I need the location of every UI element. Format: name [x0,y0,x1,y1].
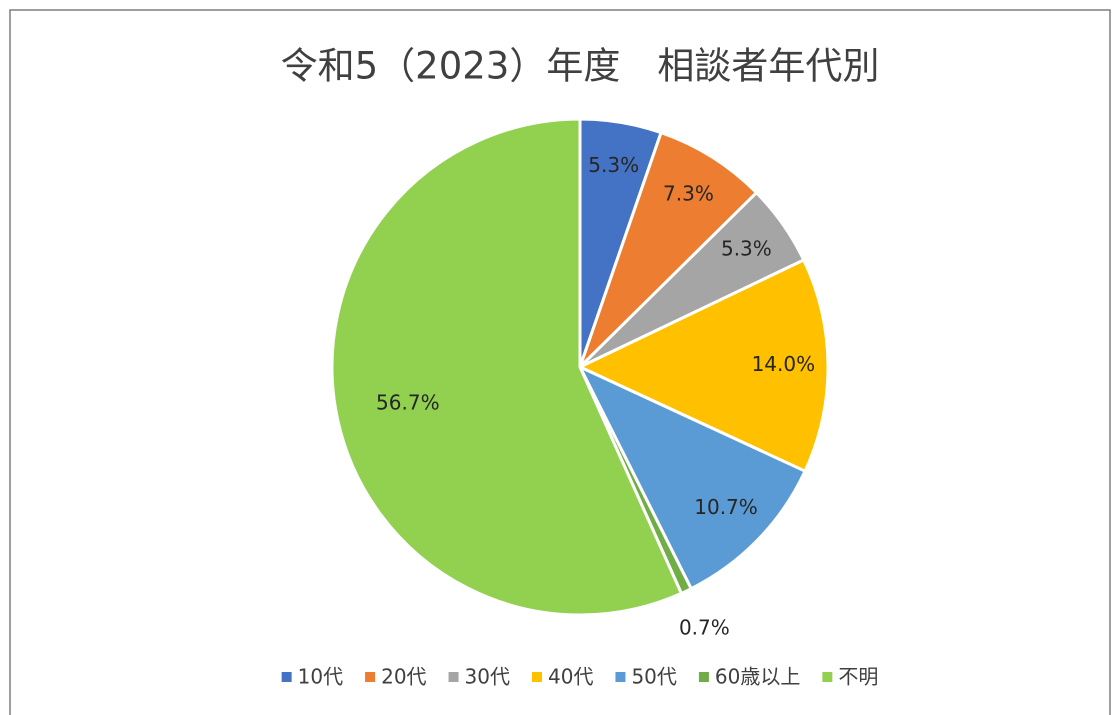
pie-slice [578,130,759,369]
data-label: 0.7% [679,616,730,640]
legend-swatch [822,672,833,682]
data-label: 5.3% [588,153,639,177]
data-label: 14.0% [752,352,816,376]
legend-label: 40代 [548,665,593,689]
data-label: 56.7% [376,390,440,414]
chart-title: 令和5（2023）年度 相談者年代別 [281,45,880,88]
legend-swatch [365,672,376,682]
legend-label: 10代 [298,665,343,689]
legend-swatch [448,672,459,682]
legend-swatch [532,672,542,682]
data-label: 7.3% [663,181,714,205]
legend-label: 不明 [838,665,878,689]
legend-label: 30代 [465,665,510,689]
legend-label: 50代 [631,665,676,689]
legend-swatch [698,672,709,682]
data-label: 10.7% [694,495,758,519]
pie-slice [576,363,808,591]
legend-label: 20代 [381,665,426,689]
legend-swatch [281,672,292,682]
pie-slice [576,257,830,474]
legend-swatch [615,672,626,682]
data-label: 5.3% [721,237,772,261]
pie-slice [330,117,684,617]
legend-label: 60歳以上 [715,665,800,689]
